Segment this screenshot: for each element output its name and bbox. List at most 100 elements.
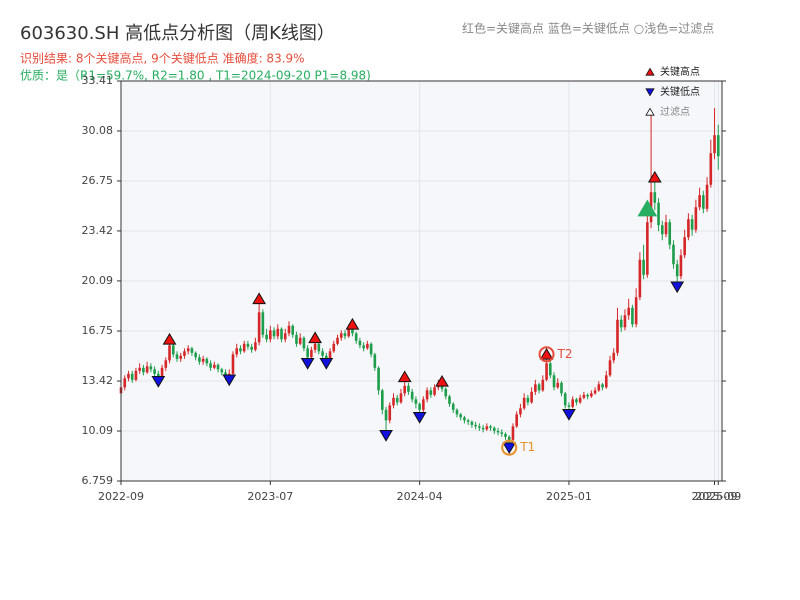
candle-body	[194, 352, 197, 358]
candle-body	[332, 343, 336, 352]
candle-body	[149, 366, 153, 370]
legend-label: 关键低点	[660, 85, 700, 98]
candle-body	[321, 351, 324, 356]
candle-body	[660, 225, 664, 235]
y-tick-label: 20.09	[82, 274, 114, 287]
candle-body	[694, 207, 698, 230]
candle-body	[313, 343, 317, 350]
color-note: 红色=关键高点 蓝色=关键低点 ○浅色=过滤点	[462, 21, 714, 36]
candle-body	[593, 390, 597, 394]
candle-body	[127, 373, 130, 379]
candle-body	[530, 391, 533, 403]
candle-body	[709, 153, 713, 185]
candle-body	[556, 382, 560, 388]
candle-body	[369, 343, 373, 355]
key-point	[222, 374, 237, 387]
candle-body	[134, 370, 138, 380]
candle-body	[619, 319, 623, 328]
candle-body	[272, 330, 276, 337]
candle-body	[130, 373, 134, 380]
candle-body	[269, 330, 272, 340]
candle-body	[246, 343, 250, 347]
candle-body	[317, 343, 321, 352]
candle-body	[254, 342, 257, 350]
candle-body	[713, 135, 716, 154]
candle-body	[343, 333, 347, 337]
candle-body	[563, 393, 567, 406]
key-point	[435, 374, 449, 387]
candle-body	[410, 391, 414, 400]
candle-body	[325, 355, 328, 359]
candle-body	[470, 421, 474, 425]
candle-body	[291, 325, 295, 335]
candle-body	[675, 264, 679, 277]
candle-body	[582, 394, 586, 398]
candle-body	[716, 135, 720, 157]
candle-body	[392, 397, 395, 406]
candle-body	[283, 333, 287, 340]
candle-body	[668, 222, 672, 245]
y-tick-label: 33.41	[82, 74, 114, 87]
candle-body	[287, 325, 291, 334]
candle-body	[500, 432, 504, 434]
y-tick-label: 16.75	[82, 324, 114, 337]
candle-body	[455, 409, 459, 415]
candle-body	[481, 427, 485, 430]
candle-body	[399, 393, 403, 403]
candle-body	[687, 219, 690, 238]
candle-body	[153, 369, 156, 374]
candle-body	[485, 426, 489, 430]
candle-body	[164, 360, 168, 368]
candle-body	[451, 403, 455, 410]
candle-body	[403, 385, 407, 394]
candle-body	[328, 351, 332, 359]
x-tick-label: 2025-09	[695, 490, 741, 503]
chart-title: 603630.SH 高低点分析图（周K线图）	[20, 23, 335, 44]
key-point	[670, 281, 685, 294]
key-point	[345, 317, 360, 330]
candle-body	[548, 363, 552, 376]
candle-body	[638, 259, 642, 298]
candle-body	[216, 364, 220, 370]
legend-swatch	[645, 67, 655, 76]
candle-body	[231, 354, 235, 374]
candle-body	[205, 358, 209, 364]
candle-body	[698, 195, 701, 208]
candle-body	[407, 385, 410, 392]
candle-body	[351, 328, 354, 334]
candle-body	[459, 414, 463, 418]
candle-body	[683, 237, 686, 256]
key-point	[319, 358, 334, 370]
candle-body	[705, 184, 709, 209]
candle-body	[186, 348, 190, 352]
x-tick-label: 2025-01	[546, 490, 592, 503]
candle-body	[250, 346, 253, 350]
candle-body	[142, 367, 145, 373]
candle-body	[123, 378, 127, 388]
candle-body	[560, 382, 563, 394]
candle-body	[190, 348, 194, 353]
candle-body	[478, 426, 481, 428]
y-tick-label: 10.09	[82, 424, 114, 437]
key-point	[637, 199, 658, 217]
candle-body	[507, 436, 511, 440]
candle-body	[354, 333, 358, 341]
candle-body	[261, 312, 265, 335]
candle-body	[276, 328, 280, 337]
candle-body	[575, 399, 578, 403]
candle-body	[537, 384, 541, 391]
candle-body	[425, 390, 429, 400]
candle-body	[567, 405, 571, 407]
candle-body	[201, 358, 205, 362]
candle-body	[448, 396, 451, 404]
candle-body	[571, 399, 574, 407]
candle-body	[466, 420, 470, 422]
legend-label: 过滤点	[660, 105, 690, 118]
candle-body	[138, 367, 141, 371]
candle-body	[380, 390, 384, 410]
candle-body	[339, 333, 343, 338]
legend-label: 关键高点	[660, 65, 700, 78]
candle-body	[578, 397, 582, 403]
candle-body	[306, 348, 309, 358]
